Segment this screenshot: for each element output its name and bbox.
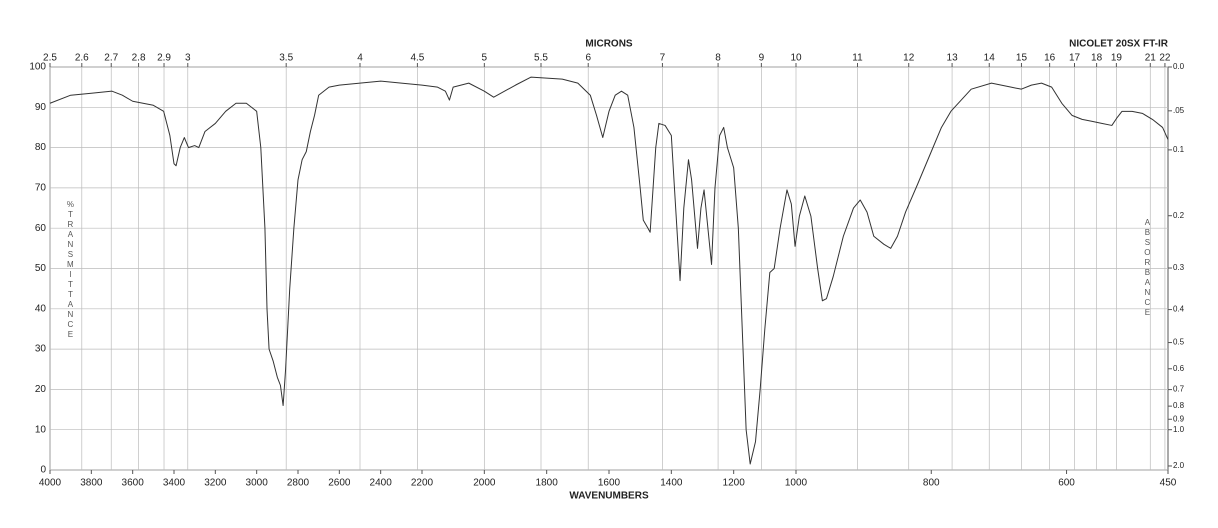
y2-tick-label: 0.2 <box>1173 211 1185 220</box>
y-tick-label: 20 <box>35 384 47 395</box>
x-tick-label: 1200 <box>723 478 746 489</box>
top-tick-label: 16 <box>1044 53 1056 64</box>
y2-tick-label: 0.1 <box>1173 145 1185 154</box>
y2-tick-label: .05 <box>1173 106 1185 115</box>
top-tick-label: 22 <box>1159 53 1171 64</box>
x-tick-label: 2200 <box>411 478 434 489</box>
y-tick-label: 0 <box>40 465 46 476</box>
y2-tick-label: 2.0 <box>1173 461 1185 470</box>
x-tick-label: 4000 <box>39 478 62 489</box>
top-tick-label: 7 <box>660 53 666 64</box>
x-tick-label: 3600 <box>122 478 145 489</box>
top-tick-label: 11 <box>852 53 863 64</box>
y2-tick-label: 0.4 <box>1173 305 1185 314</box>
y2-tick-label: 1.0 <box>1173 425 1185 434</box>
top-tick-label: 17 <box>1069 53 1081 64</box>
top-tick-label: 12 <box>903 53 915 64</box>
y-tick-label: 90 <box>35 102 47 113</box>
top-tick-label: 21 <box>1145 53 1157 64</box>
x-tick-label: 3800 <box>80 478 103 489</box>
y2-tick-label: 0.6 <box>1173 364 1185 373</box>
spectrum-line <box>49 76 1169 465</box>
y2-tick-label: 0.3 <box>1173 263 1185 272</box>
y2-tick-label: 0.5 <box>1173 338 1185 347</box>
top-tick-label: 9 <box>759 53 765 64</box>
y2-tick-label: 0.9 <box>1173 414 1185 423</box>
x-tick-label: 2000 <box>473 478 496 489</box>
top-tick-label: 3 <box>185 53 191 64</box>
x-tick-label: 1600 <box>598 478 621 489</box>
top-tick-label: 19 <box>1111 53 1123 64</box>
top-tick-label: 10 <box>790 53 802 64</box>
top-tick-label: 2.6 <box>75 53 89 64</box>
top-tick-label: 18 <box>1091 53 1103 64</box>
y2-tick-label: 0.0 <box>1173 62 1185 71</box>
x-tick-label: 1000 <box>785 478 808 489</box>
y-tick-label: 30 <box>35 344 47 355</box>
top-tick-label: 3.5 <box>279 53 293 64</box>
top-tick-label: 4 <box>357 53 363 64</box>
top-axis-label: MICRONS <box>585 39 633 50</box>
y-tick-label: 60 <box>35 223 47 234</box>
y-tick-label: 50 <box>35 263 47 274</box>
y2-tick-label: 0.8 <box>1173 401 1185 410</box>
x-tick-label: 3400 <box>163 478 186 489</box>
x-tick-label: 1400 <box>660 478 683 489</box>
y-axis-label: %TRANSMITTANCE <box>66 200 75 340</box>
chart-title: NICOLET 20SX FT-IR <box>1069 39 1169 50</box>
top-tick-label: 2.7 <box>104 53 118 64</box>
x-tick-label: 600 <box>1058 478 1075 489</box>
top-tick-label: 14 <box>984 53 996 64</box>
top-tick-label: 4.5 <box>410 53 424 64</box>
top-tick-label: 2.9 <box>157 53 171 64</box>
top-tick-label: 2.5 <box>43 53 57 64</box>
x-axis-label: WAVENUMBERS <box>569 491 649 502</box>
x-tick-label: 1800 <box>536 478 559 489</box>
y-tick-label: 70 <box>35 183 47 194</box>
y-tick-label: 10 <box>35 424 47 435</box>
top-tick-label: 2.8 <box>132 53 146 64</box>
y-tick-label: 100 <box>29 62 46 73</box>
x-tick-label: 2600 <box>328 478 351 489</box>
x-tick-label: 2400 <box>370 478 393 489</box>
y-tick-label: 80 <box>35 142 47 153</box>
x-tick-label: 3200 <box>204 478 227 489</box>
top-tick-label: 5 <box>482 53 488 64</box>
x-tick-label: 800 <box>923 478 940 489</box>
top-tick-label: 5.5 <box>534 53 548 64</box>
top-tick-label: 15 <box>1016 53 1028 64</box>
x-tick-label: 450 <box>1160 478 1177 489</box>
y2-tick-label: 0.7 <box>1173 385 1185 394</box>
x-tick-label: 2800 <box>287 478 310 489</box>
top-tick-label: 8 <box>715 53 721 64</box>
x-tick-label: 3000 <box>246 478 269 489</box>
y-tick-label: 40 <box>35 303 47 314</box>
y2-axis-label: ABSORBANCE <box>1143 218 1152 318</box>
top-tick-label: 13 <box>947 53 959 64</box>
top-tick-label: 6 <box>585 53 591 64</box>
